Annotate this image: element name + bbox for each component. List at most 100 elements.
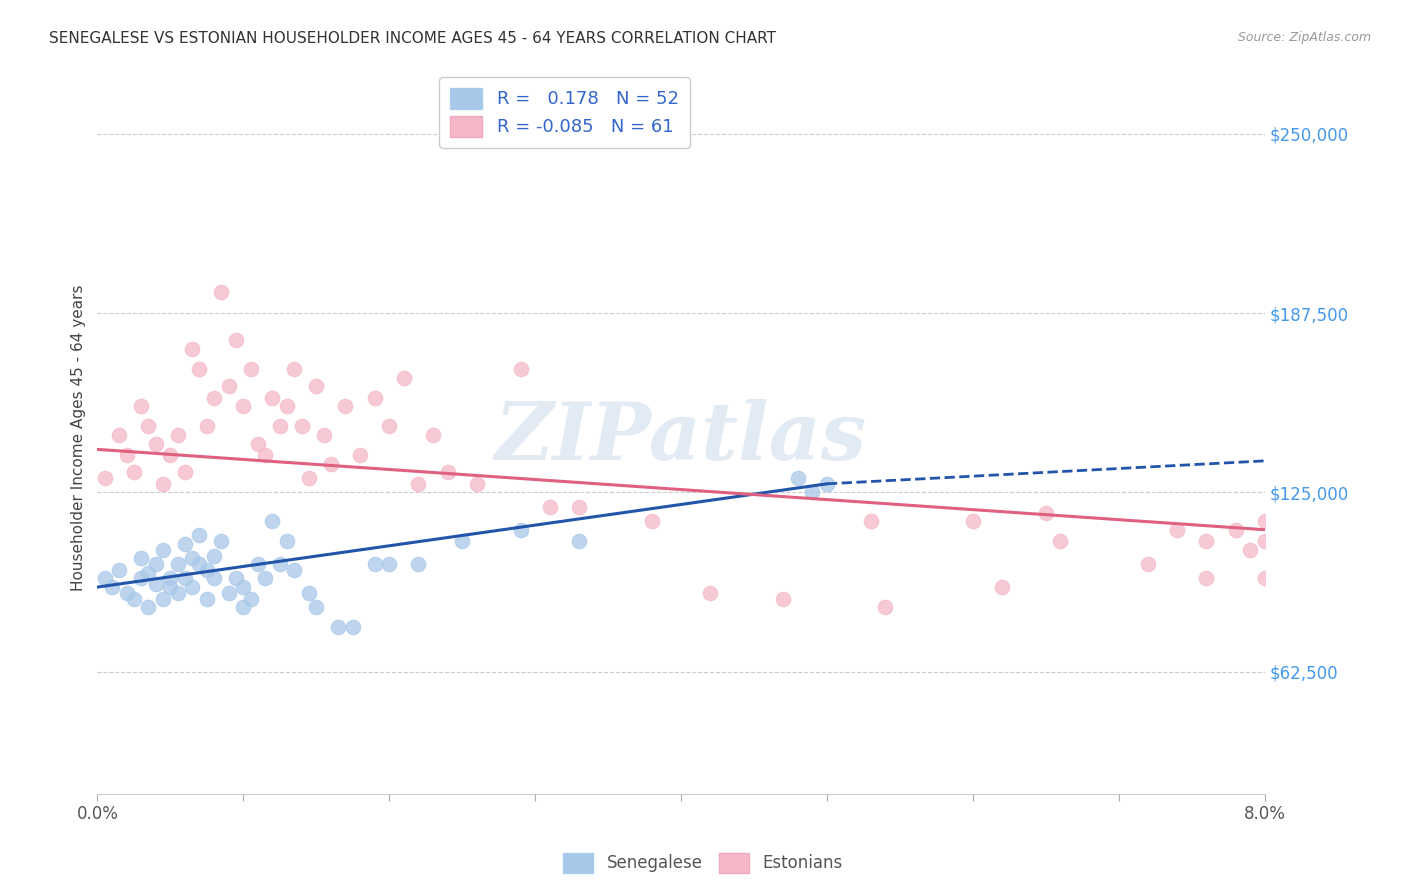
Point bbox=[129, 400, 152, 414]
Point bbox=[232, 580, 254, 594]
Point bbox=[232, 600, 254, 615]
Point bbox=[166, 586, 188, 600]
Point bbox=[1254, 534, 1277, 549]
Point bbox=[93, 471, 115, 485]
Point bbox=[138, 566, 160, 580]
Point bbox=[786, 471, 808, 485]
Point bbox=[319, 457, 342, 471]
Point bbox=[342, 620, 364, 634]
Point bbox=[801, 485, 824, 500]
Point bbox=[326, 620, 349, 634]
Text: ZIPatlas: ZIPatlas bbox=[495, 399, 868, 476]
Point bbox=[408, 476, 430, 491]
Point bbox=[962, 514, 984, 528]
Point bbox=[772, 591, 794, 606]
Point bbox=[181, 580, 204, 594]
Point bbox=[195, 591, 218, 606]
Point bbox=[1035, 506, 1057, 520]
Point bbox=[363, 557, 385, 571]
Point bbox=[202, 572, 225, 586]
Point bbox=[291, 419, 314, 434]
Point bbox=[108, 428, 131, 442]
Point bbox=[202, 549, 225, 563]
Point bbox=[815, 476, 838, 491]
Point bbox=[262, 514, 284, 528]
Point bbox=[269, 557, 291, 571]
Point bbox=[305, 600, 328, 615]
Point bbox=[509, 523, 531, 537]
Point bbox=[181, 551, 204, 566]
Point bbox=[239, 362, 262, 376]
Text: Source: ZipAtlas.com: Source: ZipAtlas.com bbox=[1237, 31, 1371, 45]
Point bbox=[174, 466, 197, 480]
Point bbox=[283, 362, 305, 376]
Point bbox=[875, 600, 897, 615]
Point bbox=[166, 557, 188, 571]
Point bbox=[699, 586, 721, 600]
Point bbox=[509, 362, 531, 376]
Point bbox=[225, 334, 247, 348]
Point bbox=[115, 586, 138, 600]
Point bbox=[298, 586, 321, 600]
Point bbox=[122, 466, 145, 480]
Point bbox=[305, 379, 328, 393]
Point bbox=[408, 557, 430, 571]
Point bbox=[276, 400, 298, 414]
Point bbox=[254, 572, 277, 586]
Point bbox=[276, 534, 298, 549]
Point bbox=[254, 448, 277, 462]
Point bbox=[363, 391, 385, 405]
Y-axis label: Householder Income Ages 45 - 64 years: Householder Income Ages 45 - 64 years bbox=[72, 285, 86, 591]
Point bbox=[218, 379, 240, 393]
Point bbox=[246, 557, 269, 571]
Point bbox=[1136, 557, 1159, 571]
Point bbox=[568, 500, 591, 514]
Point bbox=[436, 466, 458, 480]
Point bbox=[93, 572, 115, 586]
Point bbox=[568, 534, 591, 549]
Point bbox=[159, 572, 181, 586]
Point bbox=[378, 419, 401, 434]
Point bbox=[159, 448, 181, 462]
Point bbox=[195, 563, 218, 577]
Point bbox=[239, 591, 262, 606]
Point bbox=[349, 448, 371, 462]
Point bbox=[1254, 572, 1277, 586]
Point bbox=[312, 428, 335, 442]
Point bbox=[101, 580, 124, 594]
Point bbox=[138, 600, 160, 615]
Point bbox=[195, 419, 218, 434]
Point bbox=[859, 514, 882, 528]
Point bbox=[209, 534, 232, 549]
Point bbox=[115, 448, 138, 462]
Point bbox=[283, 563, 305, 577]
Point bbox=[188, 557, 211, 571]
Point bbox=[991, 580, 1014, 594]
Point bbox=[451, 534, 474, 549]
Text: SENEGALESE VS ESTONIAN HOUSEHOLDER INCOME AGES 45 - 64 YEARS CORRELATION CHART: SENEGALESE VS ESTONIAN HOUSEHOLDER INCOM… bbox=[49, 31, 776, 46]
Point bbox=[138, 419, 160, 434]
Point bbox=[1195, 572, 1218, 586]
Point bbox=[122, 591, 145, 606]
Point bbox=[246, 436, 269, 450]
Point bbox=[538, 500, 561, 514]
Point bbox=[298, 471, 321, 485]
Point bbox=[145, 577, 167, 591]
Point bbox=[152, 476, 174, 491]
Point bbox=[181, 342, 204, 356]
Point bbox=[392, 370, 415, 384]
Point bbox=[1195, 534, 1218, 549]
Legend: R =   0.178   N = 52, R = -0.085   N = 61: R = 0.178 N = 52, R = -0.085 N = 61 bbox=[439, 77, 689, 147]
Point bbox=[269, 419, 291, 434]
Point bbox=[1049, 534, 1071, 549]
Point bbox=[232, 400, 254, 414]
Point bbox=[174, 572, 197, 586]
Point bbox=[1239, 542, 1261, 557]
Point bbox=[378, 557, 401, 571]
Point bbox=[145, 436, 167, 450]
Point bbox=[218, 586, 240, 600]
Point bbox=[129, 551, 152, 566]
Point bbox=[262, 391, 284, 405]
Point bbox=[641, 514, 664, 528]
Point bbox=[465, 476, 488, 491]
